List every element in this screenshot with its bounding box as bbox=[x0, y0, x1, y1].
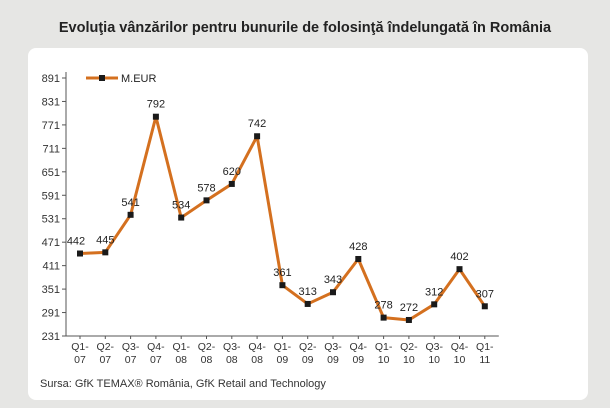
x-tick-label-year: 09 bbox=[277, 354, 289, 366]
x-tick-label-year: 08 bbox=[251, 354, 263, 366]
x-tick-label-quarter: Q2- bbox=[198, 341, 216, 353]
y-tick-label: 711 bbox=[42, 143, 60, 155]
x-tick-label-quarter: Q1- bbox=[274, 341, 292, 353]
x-tick-label-year: 10 bbox=[403, 354, 415, 366]
data-label: 445 bbox=[96, 234, 114, 246]
y-tick-label: 291 bbox=[42, 308, 60, 320]
x-tick-label-quarter: Q2- bbox=[97, 341, 115, 353]
data-label: 313 bbox=[299, 286, 317, 298]
x-tick-label-year: 07 bbox=[125, 354, 137, 366]
data-label: 361 bbox=[273, 267, 291, 279]
data-point bbox=[380, 314, 387, 321]
x-tick-label-year: 08 bbox=[201, 354, 213, 366]
y-tick-label: 891 bbox=[42, 73, 60, 85]
x-tick-label-year: 09 bbox=[327, 354, 339, 366]
source-note: Sursa: GfK TEMAX® România, GfK Retail an… bbox=[40, 378, 326, 390]
data-point bbox=[178, 214, 185, 221]
data-label: 620 bbox=[223, 166, 241, 178]
y-tick-label: 471 bbox=[42, 237, 60, 249]
data-label: 742 bbox=[248, 118, 266, 130]
x-tick-label-year: 07 bbox=[99, 354, 111, 366]
data-point bbox=[304, 300, 311, 307]
data-point bbox=[355, 255, 362, 262]
legend-marker bbox=[99, 75, 105, 81]
x-tick-label-year: 10 bbox=[378, 354, 390, 366]
data-point bbox=[254, 133, 261, 140]
data-point bbox=[77, 250, 83, 257]
y-tick-label: 351 bbox=[42, 284, 60, 296]
x-tick-label-quarter: Q3- bbox=[122, 341, 140, 353]
data-point bbox=[405, 316, 412, 323]
data-point bbox=[279, 282, 286, 289]
data-point bbox=[456, 266, 463, 273]
data-label: 428 bbox=[349, 241, 367, 253]
data-point bbox=[152, 113, 159, 120]
x-tick-label-quarter: Q1- bbox=[172, 341, 190, 353]
x-tick-label-year: 08 bbox=[226, 354, 238, 366]
y-tick-label: 651 bbox=[42, 167, 60, 179]
data-label: 541 bbox=[121, 197, 139, 209]
legend-label: M.EUR bbox=[121, 73, 157, 85]
y-tick-label: 531 bbox=[42, 214, 60, 226]
x-tick-label-quarter: Q4- bbox=[350, 341, 368, 353]
x-tick-label-year: 07 bbox=[74, 354, 86, 366]
y-tick-label: 231 bbox=[42, 331, 60, 343]
data-label: 402 bbox=[450, 251, 468, 263]
y-tick-label: 411 bbox=[42, 261, 60, 273]
chart-title: Evoluţia vânzărilor pentru bunurile de f… bbox=[58, 20, 552, 36]
data-label: 307 bbox=[476, 288, 494, 300]
data-point bbox=[431, 301, 438, 308]
data-point bbox=[127, 211, 134, 218]
x-tick-label-quarter: Q3- bbox=[425, 341, 443, 353]
data-label: 312 bbox=[425, 286, 443, 298]
x-tick-label-quarter: Q4- bbox=[248, 341, 266, 353]
x-tick-label-year: 09 bbox=[352, 354, 364, 366]
x-tick-label-year: 10 bbox=[428, 354, 440, 366]
y-tick-label: 591 bbox=[42, 190, 60, 202]
data-label: 343 bbox=[324, 274, 342, 286]
chart-panel bbox=[28, 48, 588, 400]
y-tick-label: 771 bbox=[42, 120, 60, 132]
data-point bbox=[228, 180, 235, 187]
data-label: 278 bbox=[374, 300, 392, 312]
x-tick-label-quarter: Q3- bbox=[324, 341, 342, 353]
x-tick-label-quarter: Q1- bbox=[375, 341, 393, 353]
x-tick-label-quarter: Q2- bbox=[400, 341, 418, 353]
x-tick-label-quarter: Q1- bbox=[71, 341, 89, 353]
x-tick-label-year: 08 bbox=[175, 354, 187, 366]
data-label: 534 bbox=[172, 200, 190, 212]
x-tick-label-year: 10 bbox=[454, 354, 466, 366]
x-tick-label-quarter: Q4- bbox=[147, 341, 165, 353]
x-tick-label-quarter: Q4- bbox=[451, 341, 469, 353]
x-tick-label-year: 07 bbox=[150, 354, 162, 366]
data-label: 272 bbox=[400, 302, 418, 314]
data-label: 442 bbox=[67, 236, 85, 248]
data-point bbox=[481, 303, 488, 310]
y-tick-label: 831 bbox=[42, 96, 60, 108]
data-label: 578 bbox=[197, 182, 215, 194]
data-point bbox=[102, 249, 109, 256]
x-tick-label-quarter: Q2- bbox=[299, 341, 317, 353]
data-point bbox=[330, 289, 336, 296]
x-tick-label-year: 11 bbox=[479, 354, 490, 366]
x-tick-label-quarter: Q1- bbox=[476, 341, 494, 353]
data-point bbox=[203, 197, 210, 204]
data-label: 792 bbox=[147, 99, 165, 111]
x-tick-label-year: 09 bbox=[302, 354, 314, 366]
x-tick-label-quarter: Q3- bbox=[223, 341, 241, 353]
